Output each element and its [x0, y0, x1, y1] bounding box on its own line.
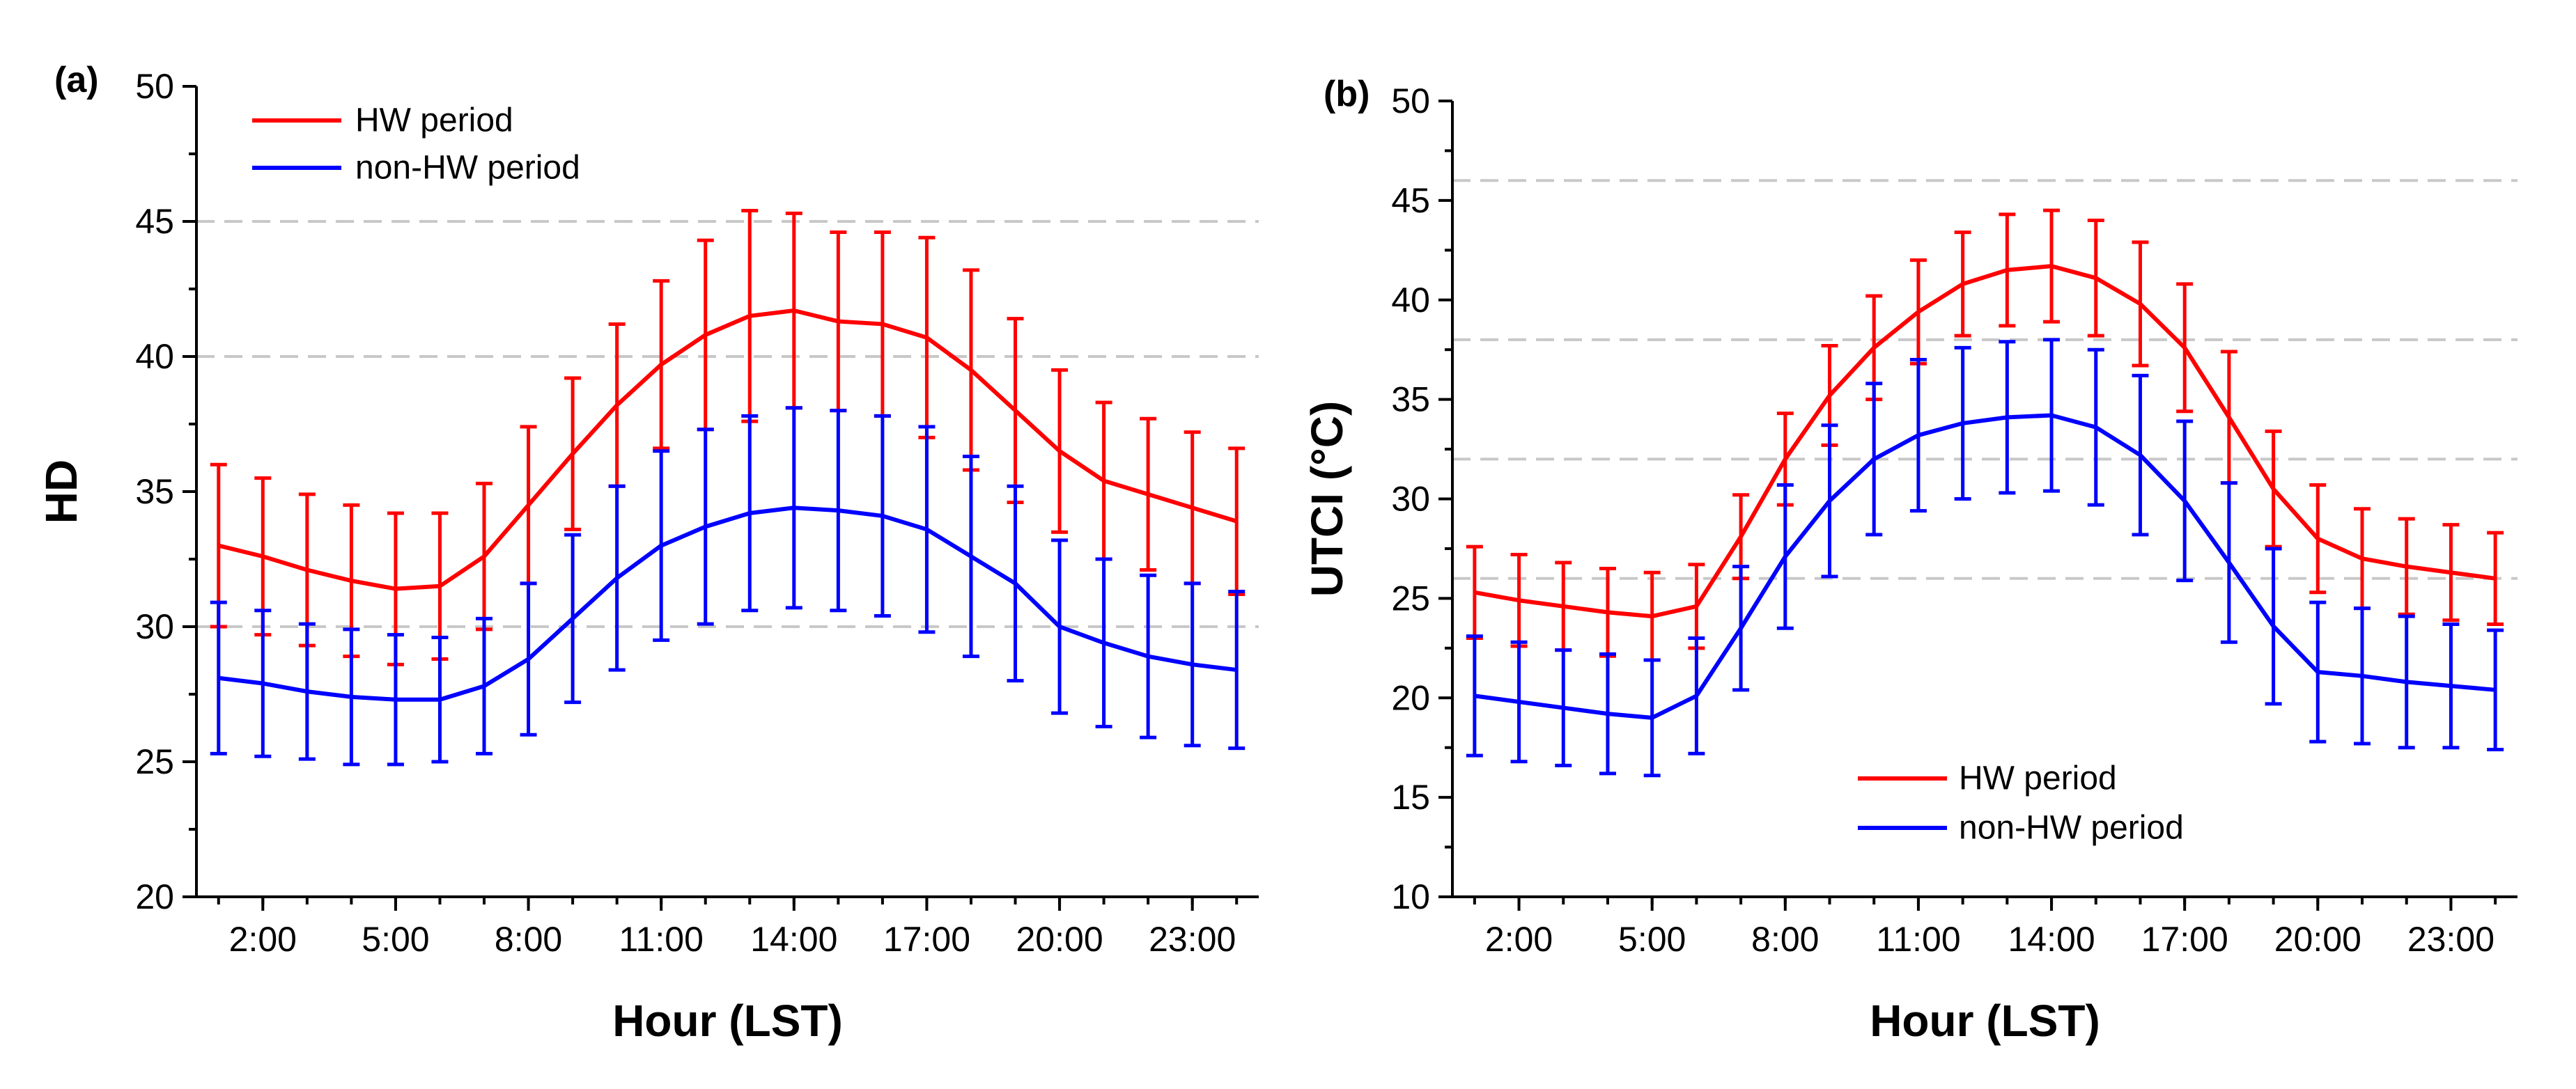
y-tick-label: 30 [135, 607, 174, 646]
y-axis-title: UTCI (°C) [1302, 401, 1352, 597]
y-tick-label: 45 [1391, 181, 1430, 220]
legend-label: non-HW period [1959, 810, 2184, 847]
x-axis-title: Hour (LST) [1870, 996, 2100, 1046]
legend-label: HW period [355, 102, 513, 139]
x-tick-label: 17:00 [2141, 920, 2228, 959]
x-tick-label: 2:00 [1485, 920, 1553, 959]
y-tick-label: 40 [135, 337, 174, 376]
chart-panel-b: 10 15 20 25 30 35 40 45 50 2:00 5:00 8:00 11:00 14:00… [1302, 74, 2517, 1046]
y-tick-label: 20 [135, 877, 174, 916]
legend: HW period non-HW period [252, 102, 580, 187]
x-axis-title: Hour (LST) [612, 996, 843, 1046]
series-line [218, 308, 1238, 591]
series-non-hw [1466, 338, 2504, 778]
y-tick-label: 15 [1391, 778, 1430, 817]
x-tick-label: 23:00 [2407, 920, 2494, 959]
legend-label: HW period [1959, 760, 2117, 797]
x-tick-label: 14:00 [2008, 920, 2095, 959]
x-tick-label: 23:00 [1149, 920, 1236, 959]
x-tick-label: 14:00 [750, 920, 837, 959]
series-hw [1466, 208, 2504, 662]
x-tick-label: 11:00 [1876, 920, 1960, 959]
x-tick-label: 8:00 [1751, 920, 1819, 959]
x-tick-label: 8:00 [495, 920, 562, 959]
x-tick-label: 5:00 [362, 920, 429, 959]
x-tick-label: 20:00 [2274, 920, 2361, 959]
y-tick-label: 20 [1391, 678, 1430, 717]
legend: HW period non-HW period [1858, 760, 2184, 847]
x-tick-label: 17:00 [883, 920, 970, 959]
series-hw [210, 208, 1246, 666]
y-tick-label: 50 [1391, 81, 1430, 120]
chart-panel-a: 20 25 30 35 40 45 50 2:00 5:00 8:00 11:00 14:00 17:0… [36, 60, 1259, 1046]
y-tick-label: 50 [135, 67, 174, 106]
panel-label: (b) [1324, 74, 1370, 114]
y-tick-label: 25 [1391, 579, 1430, 618]
y-tick-label: 40 [1391, 281, 1430, 320]
y-tick-label: 30 [1391, 480, 1430, 519]
series-non-hw [210, 406, 1246, 767]
x-tick-label: 5:00 [1618, 920, 1686, 959]
panel-label: (a) [54, 60, 99, 100]
x-tick-label: 2:00 [229, 920, 297, 959]
x-tick-label: 20:00 [1016, 920, 1103, 959]
series-line [218, 506, 1237, 702]
y-tick-label: 45 [135, 202, 174, 241]
series-line [1474, 413, 2496, 720]
y-tick-label: 35 [135, 472, 174, 511]
y-tick-label: 35 [1391, 380, 1430, 419]
x-tick-label: 11:00 [619, 920, 703, 959]
y-axis-title: HD [36, 460, 86, 524]
y-tick-label: 10 [1391, 877, 1430, 916]
series-line [1474, 264, 2496, 619]
legend-label: non-HW period [355, 150, 580, 187]
y-tick-label: 25 [135, 742, 174, 781]
